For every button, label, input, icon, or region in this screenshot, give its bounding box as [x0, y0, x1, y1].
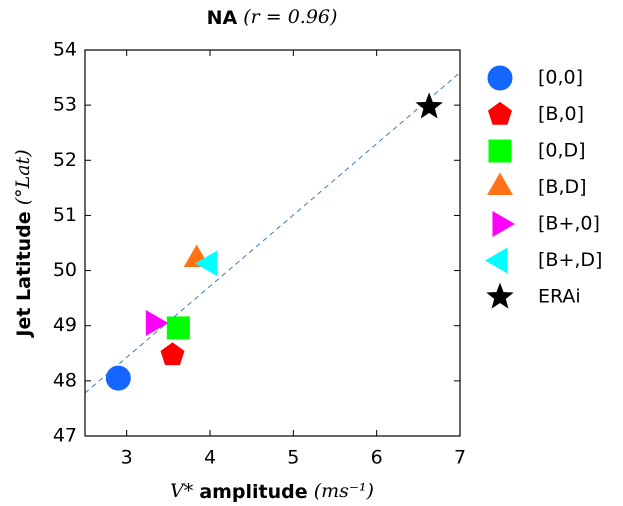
legend-label: [B,D] — [538, 176, 587, 198]
legend-marker — [487, 172, 513, 195]
legend-label: [0,0] — [538, 67, 583, 89]
legend-marker — [488, 139, 512, 163]
y-label-unit: (°Lat) — [12, 149, 34, 205]
plot-frame — [84, 49, 461, 437]
legend-marker — [492, 211, 515, 237]
x-label-text: amplitude — [199, 481, 307, 503]
point — [145, 309, 169, 336]
x-label-math: V* — [170, 480, 194, 502]
legend-label: [0,D] — [538, 140, 586, 162]
x-tick-label: 7 — [454, 447, 466, 469]
fit-line — [84, 72, 461, 394]
point — [105, 365, 131, 391]
legend-label: [B+,0] — [538, 213, 600, 235]
point — [160, 342, 185, 366]
x-tick-label: 5 — [287, 447, 299, 469]
y-tick-label: 51 — [53, 204, 77, 226]
title-text: NA — [207, 7, 238, 29]
legend-label: ERAi — [538, 286, 581, 308]
legend-label: [B+,D] — [538, 249, 602, 271]
y-tick-label: 54 — [53, 39, 77, 61]
x-tick-label: 3 — [121, 447, 133, 469]
legend-marker — [487, 101, 513, 125]
legend-marker — [486, 282, 514, 309]
x-label-unit: (ms⁻¹) — [314, 480, 374, 502]
chart-title: NA (r = 0.96) — [207, 6, 338, 29]
x-tick-label: 6 — [371, 447, 383, 469]
y-tick-label: 47 — [53, 425, 77, 447]
y-label-text: Jet Latitude — [13, 211, 35, 338]
point — [166, 316, 190, 340]
legend-label: [B,0] — [538, 103, 584, 125]
y-tick-label: 49 — [53, 314, 77, 336]
y-tick-label: 52 — [53, 149, 77, 171]
point — [195, 250, 218, 277]
legend-marker — [487, 65, 513, 91]
y-tick-label: 48 — [53, 369, 77, 391]
x-axis-label: V* amplitude (ms⁻¹) — [170, 480, 374, 503]
title-math: (r = 0.96) — [243, 6, 337, 28]
point — [415, 92, 443, 119]
legend-marker — [485, 247, 508, 274]
y-tick-label: 53 — [53, 94, 77, 116]
y-axis-label: Jet Latitude (°Lat) — [12, 149, 35, 338]
y-tick-label: 50 — [53, 259, 77, 281]
x-tick-label: 4 — [204, 447, 216, 469]
